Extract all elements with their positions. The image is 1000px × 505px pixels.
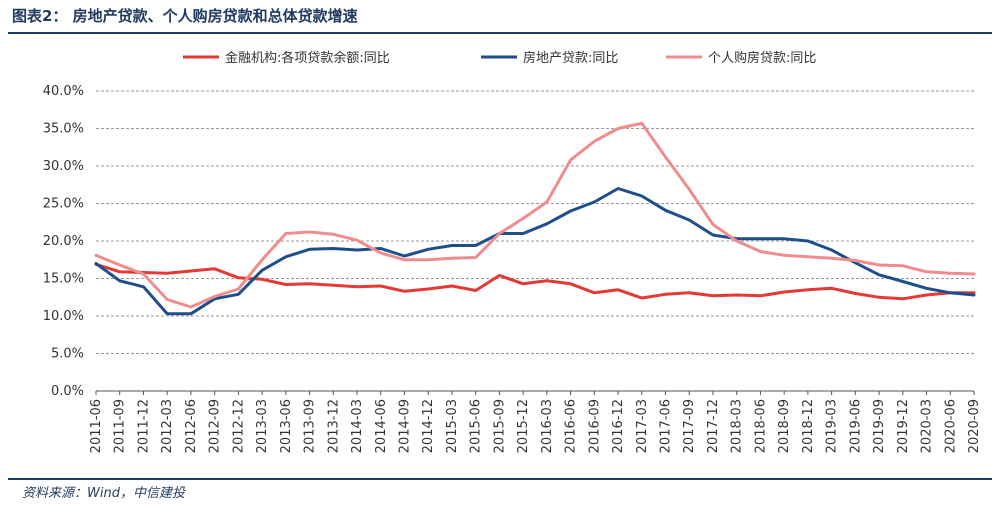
legend-label: 金融机构:各项贷款余额:同比 — [225, 50, 390, 66]
y-tick-label: 20.0% — [43, 234, 84, 249]
legend-label: 个人购房贷款:同比 — [708, 50, 816, 66]
y-axis: 0.0% 5.0% 10.0% 15.0% 20.0% 25.0% 30.0% 35.0% 40… — [43, 84, 84, 399]
series-lines — [94, 121, 976, 316]
y-tick-label: 30.0% — [43, 159, 84, 174]
x-tick-label: 2013-06 — [279, 399, 294, 453]
x-tick-label: 2019-09 — [872, 399, 887, 453]
x-tick-label: 2020-06 — [943, 399, 958, 453]
x-tick-label: 2020-09 — [967, 399, 982, 453]
title-bar: 图表2： 房地产贷款、个人购房贷款和总体贷款增速 — [0, 0, 1000, 30]
y-tick-label: 5.0% — [51, 347, 84, 362]
x-tick-label: 2018-03 — [730, 399, 745, 453]
x-tick-label: 2019-06 — [848, 399, 863, 453]
x-tick-label: 2014-12 — [421, 399, 436, 453]
x-tick-label: 2016-12 — [611, 399, 626, 453]
series-line-3 — [94, 121, 976, 309]
x-tick-label: 2014-03 — [350, 399, 365, 453]
x-tick-label: 2014-09 — [397, 399, 412, 453]
x-tick-label: 2019-03 — [825, 399, 840, 453]
x-tick-label: 2015-12 — [516, 399, 531, 453]
x-tick-label: 2018-12 — [801, 399, 816, 453]
x-tick-label: 2013-03 — [255, 399, 270, 453]
y-tick-label: 15.0% — [43, 272, 84, 287]
x-tick-label: 2012-12 — [231, 399, 246, 453]
x-tick-label: 2016-09 — [587, 399, 602, 453]
x-tick-label: 2014-06 — [374, 399, 389, 453]
x-tick-label: 2018-09 — [777, 399, 792, 453]
series-line-1 — [94, 262, 976, 301]
x-tick-label: 2019-12 — [896, 399, 911, 453]
x-tick-label: 2016-06 — [564, 399, 579, 453]
x-tick-label: 2011-12 — [136, 399, 151, 453]
x-tick-label: 2018-06 — [753, 399, 768, 453]
x-tick-label: 2015-09 — [492, 399, 507, 453]
x-tick-label: 2013-12 — [326, 399, 341, 453]
x-axis: 2011-06 2011-09 2011-12 2012-03 2012-06 2012-… — [89, 390, 982, 453]
x-tick-label: 2016-03 — [540, 399, 555, 453]
series-line-2 — [94, 187, 976, 316]
x-tick-label: 2015-06 — [469, 399, 484, 453]
chart-title: 图表2： 房地产贷款、个人购房贷款和总体贷款增速 — [12, 7, 358, 25]
source-note: 资料来源：Wind，中信建投 — [22, 486, 185, 501]
x-tick-label: 2011-06 — [89, 399, 104, 453]
legend-label: 房地产贷款:同比 — [523, 50, 618, 66]
x-tick-label: 2017-09 — [682, 399, 697, 453]
y-tick-label: 10.0% — [43, 309, 84, 324]
legend: 金融机构:各项贷款余额:同比 房地产贷款:同比 个人购房贷款:同比 — [183, 50, 816, 66]
x-tick-label: 2012-09 — [208, 399, 223, 453]
x-tick-label: 2020-03 — [920, 399, 935, 453]
x-tick-label: 2011-09 — [113, 399, 128, 453]
top-rule — [8, 32, 992, 34]
x-tick-label: 2015-03 — [445, 399, 460, 453]
x-tick-label: 2012-06 — [184, 399, 199, 453]
x-tick-label: 2017-03 — [635, 399, 650, 453]
y-tick-label: 35.0% — [43, 122, 84, 137]
x-tick-label: 2013-09 — [303, 399, 318, 453]
y-tick-label: 0.0% — [51, 384, 84, 399]
bottom-rule — [8, 478, 992, 480]
x-tick-label: 2012-03 — [160, 399, 175, 453]
y-tick-label: 25.0% — [43, 197, 84, 212]
x-tick-label: 2017-06 — [659, 399, 674, 453]
x-tick-label: 2017-12 — [706, 399, 721, 453]
grid-lines — [96, 90, 974, 354]
y-tick-label: 40.0% — [43, 84, 84, 99]
